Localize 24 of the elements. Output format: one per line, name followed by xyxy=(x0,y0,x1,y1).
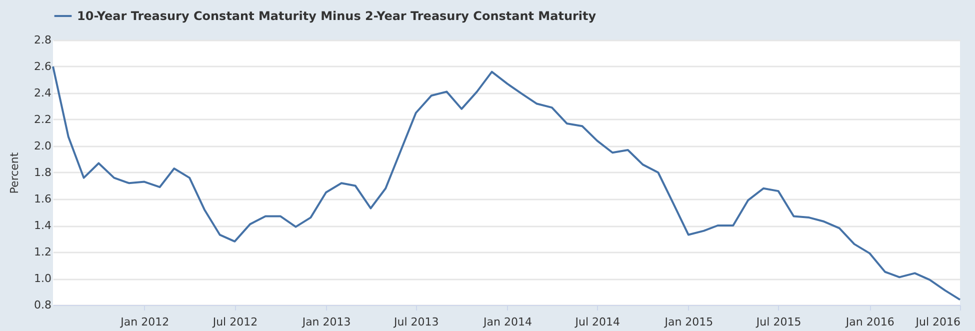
y-tick-label: 1.0 xyxy=(34,272,52,285)
y-tick-label: 1.4 xyxy=(34,219,52,232)
x-tick-label: Jan 2015 xyxy=(664,316,714,328)
x-tick-label: Jul 2015 xyxy=(755,316,802,328)
y-tick-label: 2.2 xyxy=(34,113,52,126)
legend-label: 10-Year Treasury Constant Maturity Minus 2-Year Treasury Constant Maturity xyxy=(77,9,596,23)
y-tick-label: 2.6 xyxy=(34,60,52,73)
y-tick-label: 2.8 xyxy=(34,34,52,46)
y-tick-label: 1.6 xyxy=(34,192,52,206)
x-tick-label: Jul 2013 xyxy=(393,316,439,328)
x-tick-label: Jan 2016 xyxy=(844,316,894,328)
x-tick-label: Jan 2013 xyxy=(301,316,351,328)
y-tick-label: 0.8 xyxy=(34,298,52,312)
x-tick-label: Jul 2016 xyxy=(914,316,960,328)
y-tick-label: 2.0 xyxy=(34,140,52,152)
y-tick-label: 1.2 xyxy=(34,246,52,258)
x-tick-label: Jul 2012 xyxy=(212,316,258,328)
y-tick-label: 2.4 xyxy=(34,86,52,100)
y-tick-label: 1.8 xyxy=(34,166,52,179)
y-axis-title: Percent xyxy=(8,152,22,194)
x-tick-label: Jan 2012 xyxy=(120,316,170,328)
line-series xyxy=(52,66,961,301)
x-tick-label: Jul 2014 xyxy=(574,316,620,328)
x-tick-label: Jan 2014 xyxy=(482,316,532,328)
